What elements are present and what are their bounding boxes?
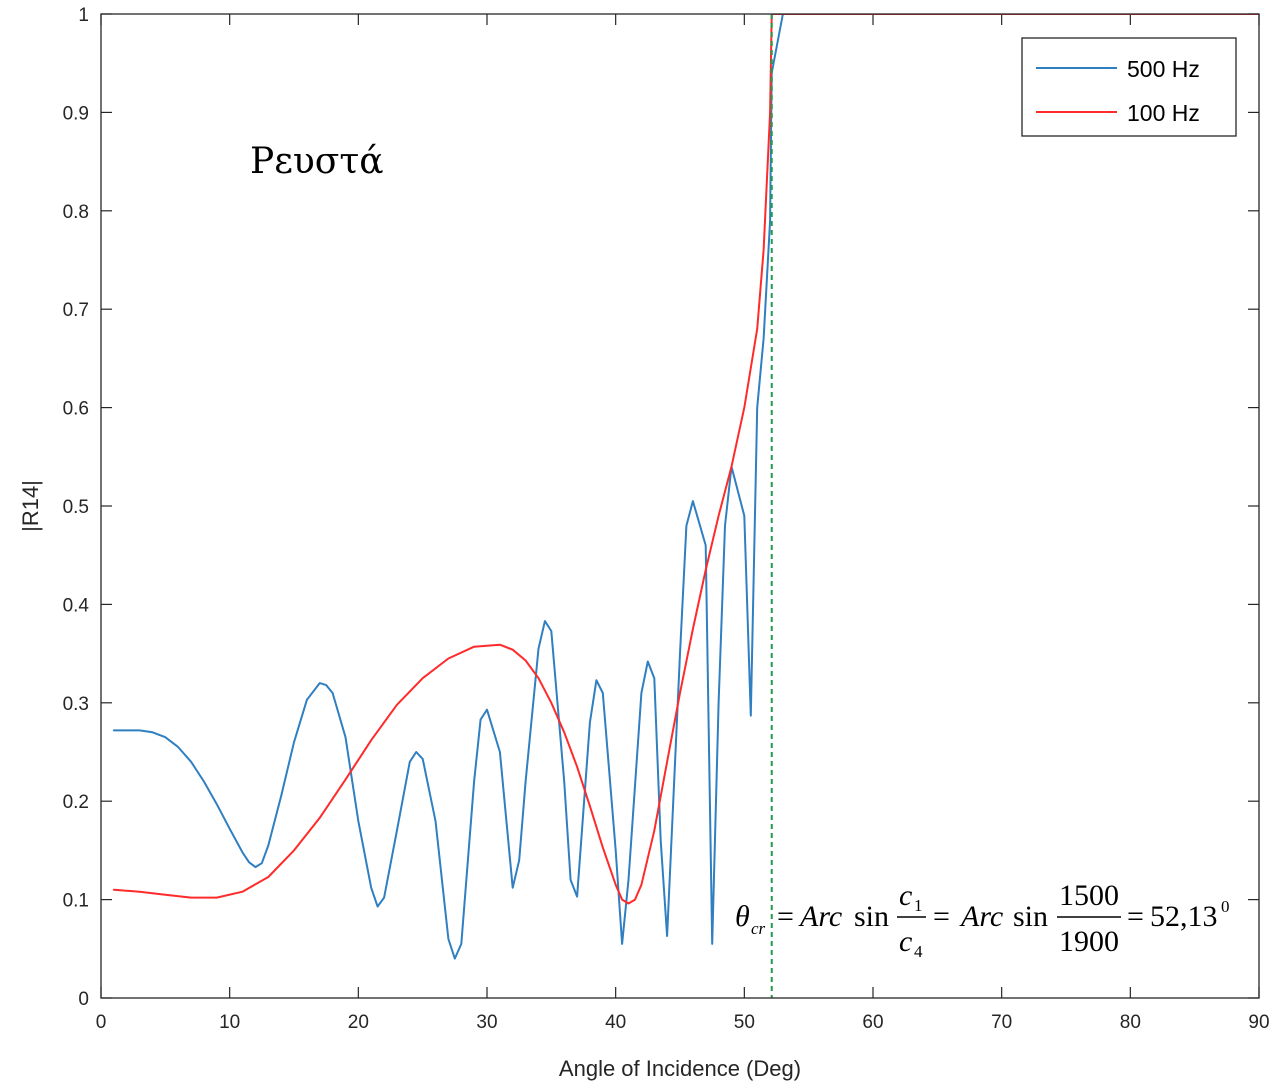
formula-result: 52,13 xyxy=(1150,900,1218,933)
formula-theta: θ xyxy=(735,900,750,933)
legend-box xyxy=(1021,37,1237,137)
x-tick-label: 30 xyxy=(476,1012,497,1033)
x-tick-label: 10 xyxy=(219,1012,240,1033)
y-tick-label: 0.9 xyxy=(63,103,89,124)
x-tick-label: 40 xyxy=(605,1012,626,1033)
y-tick-label: 1 xyxy=(78,5,89,26)
formula-theta-subscript: cr xyxy=(751,919,766,938)
y-tick-label: 0.5 xyxy=(63,497,89,518)
formula-denominator-c: c xyxy=(899,925,912,958)
formula-sin-1: sin xyxy=(854,900,889,933)
region-label: Ρευστά xyxy=(250,141,384,182)
y-tick-label: 0.8 xyxy=(63,202,89,223)
formula-arc-2: Arc xyxy=(959,900,1003,933)
formula-result-superscript: 0 xyxy=(1221,897,1230,916)
legend-label-100hz: 100 Hz xyxy=(1127,100,1200,126)
ticks-layer: 0 10 20 30 40 50 60 70 80 9000.10.20.30.40.50.60.… xyxy=(63,5,1270,1033)
y-tick-label: 0.7 xyxy=(63,300,89,321)
y-tick-label: 0.1 xyxy=(63,891,89,912)
formula-equals-2: = xyxy=(933,900,950,933)
series-layer xyxy=(112,14,1259,960)
y-tick-label: 0.6 xyxy=(63,399,89,420)
plot-area xyxy=(101,14,1259,998)
formula-denominator-subscript: 4 xyxy=(914,942,923,961)
legend-label-500hz: 500 Hz xyxy=(1127,56,1200,82)
y-tick-label: 0.3 xyxy=(63,694,89,715)
y-tick-label: 0.2 xyxy=(63,792,89,813)
formula-arc-1: Arc xyxy=(798,900,842,933)
series-line-100-hz xyxy=(112,14,1259,905)
x-tick-label: 80 xyxy=(1120,1012,1141,1033)
formula-equals-1: = xyxy=(777,900,794,933)
x-tick-label: 90 xyxy=(1248,1012,1269,1033)
formula-numerator-value: 1500 xyxy=(1059,879,1119,912)
x-tick-label: 60 xyxy=(862,1012,883,1033)
x-tick-label: 70 xyxy=(991,1012,1012,1033)
legend: 500 Hz 100 Hz xyxy=(1021,37,1237,137)
critical-angle-formula: θ cr = Arc sin c 1 c 4 = Arc sin 1500 19… xyxy=(735,879,1230,961)
x-axis-label: Angle of Incidence (Deg) xyxy=(559,1056,801,1081)
y-tick-label: 0 xyxy=(78,989,89,1010)
y-axis-label: |R14| xyxy=(18,480,43,532)
formula-denominator-value: 1900 xyxy=(1059,925,1119,958)
x-tick-label: 20 xyxy=(348,1012,369,1033)
y-tick-label: 0.4 xyxy=(63,595,90,616)
formula-sin-2: sin xyxy=(1013,900,1048,933)
formula-equals-3: = xyxy=(1127,900,1144,933)
formula-numerator-subscript: 1 xyxy=(914,896,923,915)
x-tick-label: 0 xyxy=(96,1012,107,1033)
x-tick-label: 50 xyxy=(734,1012,755,1033)
formula-numerator-c: c xyxy=(899,879,912,912)
plot-frame xyxy=(100,13,1260,999)
series-line-500-hz xyxy=(112,14,1259,960)
